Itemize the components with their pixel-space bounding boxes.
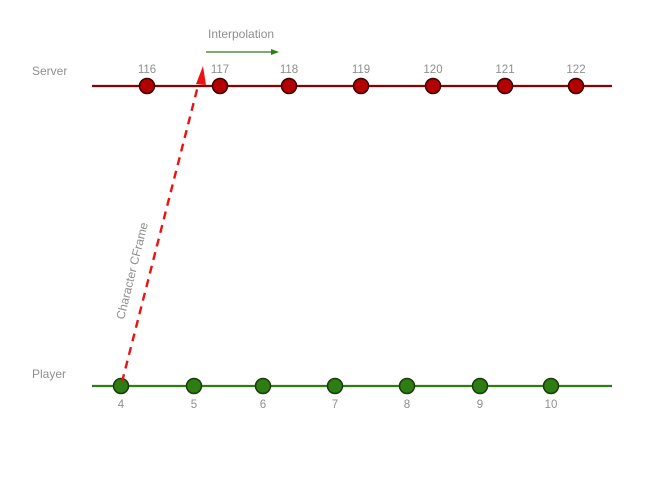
server-node xyxy=(352,77,370,95)
player-nodes: 4 5 6 7 8 9 10 xyxy=(112,377,560,411)
server-node xyxy=(496,77,514,95)
player-node xyxy=(398,377,416,395)
server-tick-label: 116 xyxy=(138,64,156,76)
server-tick-label: 118 xyxy=(280,64,298,76)
character-cframe-label: Character CFrame xyxy=(113,221,151,321)
character-cframe-arrow xyxy=(120,66,206,383)
player-tick-label: 8 xyxy=(404,399,410,411)
player-tick-label: 9 xyxy=(477,399,483,411)
server-node xyxy=(567,77,585,95)
server-node xyxy=(211,77,229,95)
player-node xyxy=(112,377,130,395)
server-node xyxy=(424,77,442,95)
player-node xyxy=(254,377,272,395)
player-node xyxy=(185,377,203,395)
server-nodes: 116 117 118 119 120 121 122 xyxy=(138,64,586,95)
player-node xyxy=(471,377,489,395)
server-tick-label: 117 xyxy=(211,64,229,76)
server-row-label: Server xyxy=(32,64,67,78)
server-tick-label: 119 xyxy=(352,64,370,76)
player-node xyxy=(542,377,560,395)
server-tick-label: 120 xyxy=(423,64,442,76)
player-row-label: Player xyxy=(32,367,66,381)
server-tick-label: 121 xyxy=(495,64,514,76)
player-tick-label: 10 xyxy=(545,399,558,411)
player-tick-label: 5 xyxy=(191,399,197,411)
server-tick-label: 122 xyxy=(566,64,585,76)
server-node xyxy=(280,77,298,95)
player-node xyxy=(326,377,344,395)
player-tick-label: 7 xyxy=(332,399,338,411)
player-tick-label: 6 xyxy=(260,399,266,411)
server-node xyxy=(138,77,156,95)
interpolation-arrow xyxy=(206,49,279,55)
interpolation-label: Interpolation xyxy=(208,27,274,41)
player-tick-label: 4 xyxy=(118,399,125,411)
